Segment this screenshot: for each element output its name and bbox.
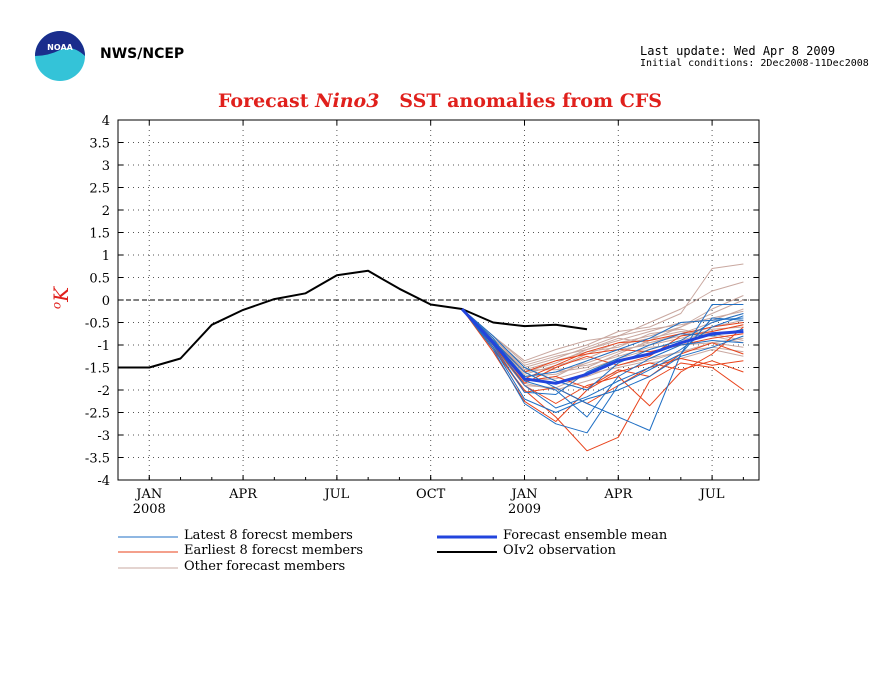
latest-member-line xyxy=(461,308,744,391)
y-tick-label: -1 xyxy=(97,339,110,354)
observation xyxy=(118,269,588,369)
initial-conditions: Initial conditions: 2Dec2008-11Dec2008 xyxy=(640,58,869,69)
latest-member-line xyxy=(461,304,744,431)
legend-other: Other forecast members xyxy=(184,559,346,574)
observation-line xyxy=(118,269,588,369)
title-part-1: Forecast xyxy=(217,90,316,112)
y-tick-label: 3.5 xyxy=(89,137,110,152)
x-tick-label: APR xyxy=(603,487,633,502)
logo-text: NOAA xyxy=(47,43,73,52)
x-tick-label: OCT xyxy=(416,487,446,502)
last-update: Last update: Wed Apr 8 2009 xyxy=(640,44,836,58)
y-tick-label: 2 xyxy=(102,204,110,219)
y-axis-label-letter: K xyxy=(49,286,74,302)
y-tick-labels: 4 3.5 3 2.5 2 1.5 1 0.5 0 -0.5 -1 -1.5 -2 -2.5 -3 -3.5 -… xyxy=(85,114,110,489)
other-member-line xyxy=(461,308,744,371)
y-tick-label: 3 xyxy=(102,159,110,174)
y-tick-label: -2.5 xyxy=(85,407,110,422)
x-tick-label: JAN xyxy=(509,487,537,502)
latest-member-line xyxy=(461,308,744,434)
title-part-2: Nino3 xyxy=(315,90,380,112)
legend-mean: Forecast ensemble mean xyxy=(503,528,668,543)
y-tick-label: -0.5 xyxy=(85,317,110,332)
y-tick-label: 0 xyxy=(102,294,110,309)
y-axis-label-degree: o xyxy=(49,301,64,310)
latest-member-line xyxy=(461,308,744,413)
other-member-line xyxy=(461,308,744,389)
latest-member-line xyxy=(461,308,744,395)
legend-obs: OIv2 observation xyxy=(503,543,616,558)
y-tick-label: 1 xyxy=(102,249,110,264)
x-tick-label: JAN xyxy=(134,487,162,502)
legend-latest: Latest 8 forecst members xyxy=(184,528,353,543)
chart-title: Forecast Nino3 SST anomalies from CFS xyxy=(0,90,880,112)
y-tick-label: 0.5 xyxy=(89,272,110,287)
axes xyxy=(117,119,760,481)
title-part-3: SST anomalies from CFS xyxy=(379,90,663,112)
legend-lines xyxy=(118,535,497,569)
noaa-logo: NOAA xyxy=(35,31,85,81)
org-name: NWS/NCEP xyxy=(100,46,185,62)
logo-bird-icon xyxy=(35,31,85,56)
other-member-line xyxy=(461,281,744,368)
latest-member-line xyxy=(461,308,744,377)
legend-earliest: Earliest 8 forecst members xyxy=(184,543,363,558)
y-tick-label: 2.5 xyxy=(89,182,110,197)
y-tick-label: -2 xyxy=(97,384,110,399)
y-tick-label: -1.5 xyxy=(85,362,110,377)
y-tick-label: -3 xyxy=(97,429,110,444)
y-tick-label: -4 xyxy=(97,474,110,489)
y-tick-label: 1.5 xyxy=(89,227,110,242)
ensemble-mean xyxy=(460,307,744,385)
y-tick-label: 4 xyxy=(102,114,110,129)
x-tick-year: 2008 xyxy=(133,502,166,517)
ensemble-mean-line xyxy=(460,307,744,385)
x-tick-label: JUL xyxy=(698,487,725,502)
x-tick-label: JUL xyxy=(322,487,349,502)
x-tick-year: 2009 xyxy=(508,502,541,517)
x-tick-label: APR xyxy=(228,487,258,502)
y-axis-label: oK xyxy=(49,287,73,309)
y-tick-label: -3.5 xyxy=(85,452,110,467)
other-members xyxy=(461,263,744,391)
